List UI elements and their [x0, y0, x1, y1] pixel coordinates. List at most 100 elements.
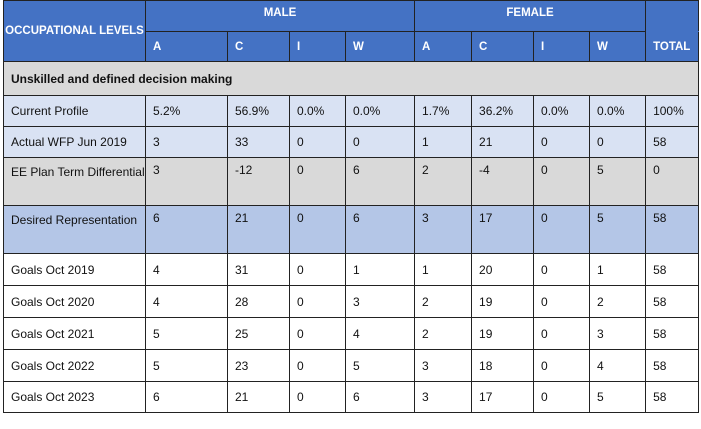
cell-female-c: 21	[471, 126, 535, 158]
cell-male-i: 0	[289, 317, 346, 350]
cell-female-a: 3	[414, 349, 473, 382]
cell-female-c: 20	[471, 253, 535, 286]
cell-male-a: 3	[145, 126, 228, 158]
ee-goals-table: OCCUPATIONAL LEVELS MALE FEMALE A C I W …	[2, 0, 700, 413]
male-header: MALE	[144, 0, 416, 32]
cell-total: 58	[645, 349, 700, 382]
cell-female-c: 18	[471, 349, 535, 382]
cell-total: 58	[645, 253, 700, 286]
cell-male-a: 5	[145, 349, 228, 382]
cell-male-c: 28	[227, 285, 290, 318]
col-header-female-a: A	[414, 31, 473, 62]
cell-male-c: 23	[227, 349, 290, 382]
cell-male-i: 0	[289, 381, 346, 413]
row-label: Goals Oct 2021	[3, 317, 146, 350]
cell-female-w: 4	[589, 349, 647, 382]
cell-female-w: 5	[589, 205, 647, 254]
cell-male-c: 56.9%	[227, 95, 290, 127]
cell-male-a: 5.2%	[145, 95, 228, 127]
row-label: Goals Oct 2019	[3, 253, 146, 286]
cell-total: 58	[645, 381, 700, 413]
cell-female-c: 17	[471, 381, 535, 413]
cell-female-a: 1	[414, 253, 473, 286]
cell-male-i: 0	[289, 349, 346, 382]
cell-male-a: 4	[145, 253, 228, 286]
cell-female-a: 1.7%	[414, 95, 473, 127]
col-header-male-i: I	[289, 31, 346, 62]
col-header-male-w: W	[344, 31, 416, 62]
cell-female-a: 2	[414, 157, 473, 206]
cell-female-a: 2	[414, 317, 473, 350]
cell-female-w: 5	[589, 157, 647, 206]
cell-female-i: 0	[533, 205, 591, 254]
cell-male-a: 3	[145, 157, 228, 206]
cell-female-i: 0	[533, 253, 591, 286]
cell-male-w: 0.0%	[344, 95, 416, 127]
table-row: Desired Representation 6 21 0 6 3 17 0 5 58	[3, 205, 700, 254]
cell-male-a: 6	[145, 381, 228, 413]
cell-male-i: 0	[289, 157, 346, 206]
cell-male-c: 25	[227, 317, 290, 350]
section-title: Unskilled and defined decision making	[2, 61, 700, 96]
cell-male-c: 21	[227, 205, 290, 254]
cell-female-a: 2	[414, 285, 473, 318]
row-label: Current Profile	[3, 95, 146, 127]
cell-male-w: 0	[344, 126, 416, 158]
cell-female-w: 1	[589, 253, 647, 286]
col-header-female-i: I	[533, 31, 591, 62]
total-header-spacer	[645, 0, 700, 32]
cell-female-i: 0	[533, 285, 591, 318]
table-row: Goals Oct 2019 4 31 0 1 1 20 0 1 58	[3, 253, 700, 286]
cell-male-i: 0.0%	[289, 95, 346, 127]
cell-male-w: 3	[344, 285, 416, 318]
cell-female-i: 0	[533, 126, 591, 158]
table-row: Goals Oct 2023 6 21 0 6 3 17 0 5 58	[3, 381, 700, 413]
cell-male-i: 0	[289, 253, 346, 286]
table-row: Goals Oct 2021 5 25 0 4 2 19 0 3 58	[3, 317, 700, 350]
cell-female-w: 2	[589, 285, 647, 318]
cell-male-w: 6	[344, 205, 416, 254]
cell-female-w: 0	[589, 126, 647, 158]
cell-male-w: 5	[344, 349, 416, 382]
cell-total: 58	[645, 126, 700, 158]
row-label: Goals Oct 2022	[3, 349, 146, 382]
cell-male-c: 33	[227, 126, 290, 158]
cell-female-c: -4	[471, 157, 535, 206]
cell-female-w: 0.0%	[589, 95, 647, 127]
cell-female-i: 0	[533, 381, 591, 413]
cell-male-i: 0	[289, 285, 346, 318]
cell-male-c: 21	[227, 381, 290, 413]
cell-total: 58	[645, 317, 700, 350]
cell-male-w: 6	[344, 157, 416, 206]
cell-male-w: 1	[344, 253, 416, 286]
cell-male-w: 6	[344, 381, 416, 413]
cell-total: 58	[645, 205, 700, 254]
cell-female-i: 0	[533, 317, 591, 350]
row-label: EE Plan Term Differential	[3, 157, 146, 206]
cell-male-i: 0	[289, 205, 346, 254]
cell-male-a: 4	[145, 285, 228, 318]
row-label: Desired Representation	[3, 205, 146, 254]
cell-female-c: 36.2%	[471, 95, 535, 127]
cell-female-i: 0	[533, 349, 591, 382]
cell-female-c: 19	[471, 285, 535, 318]
cell-male-a: 5	[145, 317, 228, 350]
col-header-male-c: C	[227, 31, 290, 62]
cell-female-c: 19	[471, 317, 535, 350]
table-row: EE Plan Term Differential 3 -12 0 6 2 -4 0 5 0	[3, 157, 700, 206]
table-row: Goals Oct 2020 4 28 0 3 2 19 0 2 58	[3, 285, 700, 318]
cell-female-i: 0	[533, 157, 591, 206]
row-label: Actual WFP Jun 2019	[3, 126, 146, 158]
cell-female-w: 5	[589, 381, 647, 413]
cell-female-a: 1	[414, 126, 473, 158]
cell-female-c: 17	[471, 205, 535, 254]
col-header-total: TOTAL	[645, 31, 700, 62]
cell-male-a: 6	[145, 205, 228, 254]
cell-female-w: 3	[589, 317, 647, 350]
cell-female-a: 3	[414, 205, 473, 254]
cell-male-i: 0	[289, 126, 346, 158]
occupational-levels-header: OCCUPATIONAL LEVELS	[3, 0, 146, 62]
cell-total: 58	[645, 285, 700, 318]
cell-male-w: 4	[344, 317, 416, 350]
table-row: Actual WFP Jun 2019 3 33 0 0 1 21 0 0 58	[3, 126, 700, 158]
